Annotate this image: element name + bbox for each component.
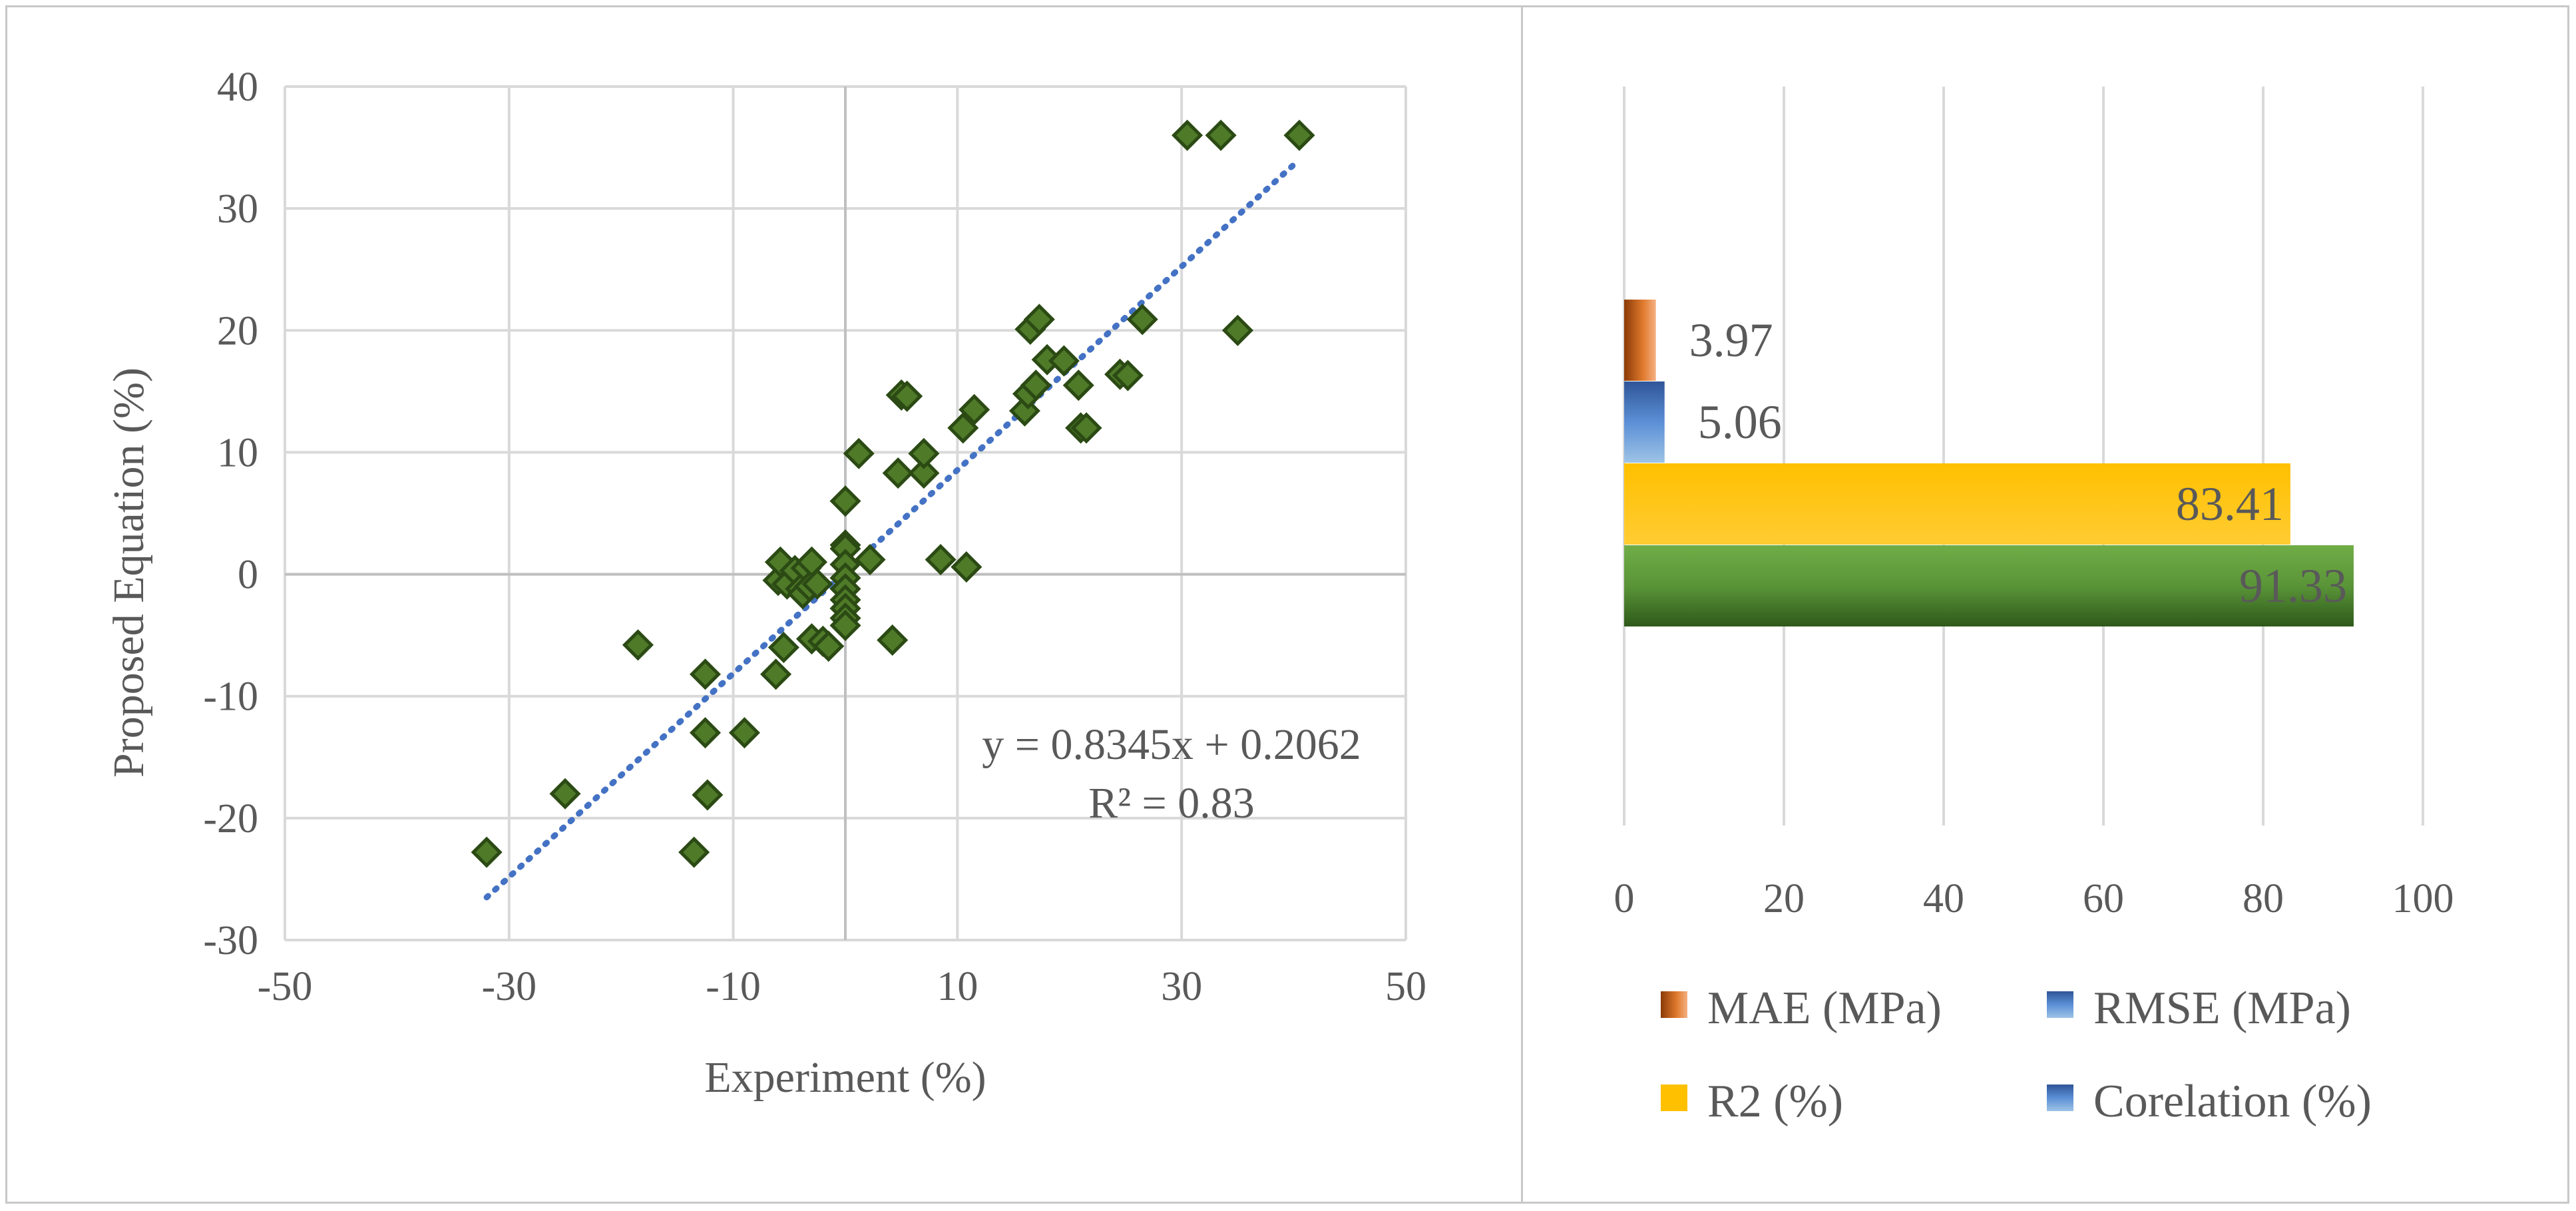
- scatter-point: [882, 457, 914, 489]
- panel-divider: [1521, 5, 1523, 1204]
- figure-frame: [5, 5, 2569, 1204]
- bar-legend: MAE (MPa) RMSE (MPa) R2 (%) Corelation (%): [1661, 983, 2372, 1127]
- scatter-trendline-group: [483, 156, 1303, 901]
- scatter-point: [829, 485, 861, 517]
- scatter-point: [813, 630, 845, 662]
- scatter-y-tick-label: 40: [217, 65, 258, 110]
- scatter-x-tick-label: 50: [1385, 964, 1426, 1009]
- legend-swatch: [2047, 991, 2073, 1018]
- bar-tick-labels: 0 20 40 60 80 100: [1614, 876, 2454, 921]
- scatter-point: [549, 778, 581, 810]
- bar-gridlines: [1623, 87, 2424, 826]
- scatter-point: [877, 624, 909, 656]
- trendline-equation: y = 0.8345x + 0.2062: [982, 720, 1361, 769]
- bar-value-label: 3.97: [1689, 314, 1773, 367]
- scatter-point: [951, 551, 982, 583]
- scatter-point: [843, 437, 875, 469]
- scatter-point: [692, 779, 724, 811]
- scatter-point: [1062, 369, 1094, 401]
- scatter-x-tick-label: -50: [258, 964, 313, 1009]
- bar-2: [1624, 463, 2290, 545]
- scatter-x-tick-label: 10: [937, 964, 978, 1009]
- scatter-point: [760, 658, 792, 690]
- scatter-point: [1172, 119, 1203, 151]
- scatter-point: [689, 717, 722, 749]
- bar-x-tick-label: 80: [2243, 876, 2284, 921]
- scatter-point: [801, 568, 833, 600]
- scatter-point: [767, 631, 799, 663]
- scatter-point: [1205, 119, 1237, 151]
- scatter-point: [891, 380, 923, 412]
- scatter-points: [471, 119, 1315, 868]
- bar-3: [1624, 545, 2354, 626]
- legend-entry-label: Corelation (%): [2093, 1076, 2372, 1127]
- scatter-point: [678, 836, 710, 868]
- scatter-point: [925, 544, 957, 576]
- scatter-y-tick-label: -20: [203, 796, 258, 842]
- bar-chart: 3.97 5.06 83.41 91.33 0 20 40 60 80 100 MAE (MPa…: [1614, 87, 2454, 1127]
- scatter-point: [471, 836, 503, 868]
- scatter-point: [947, 412, 979, 444]
- legend-entry-label: RMSE (MPa): [2093, 983, 2351, 1034]
- scatter-point: [728, 717, 760, 749]
- scatter-y-axis-label: Proposed Equation (%): [105, 367, 153, 778]
- bar-value-label: 5.06: [1698, 395, 1782, 449]
- scatter-point: [959, 393, 990, 425]
- scatter-x-tick-label: -10: [706, 964, 761, 1009]
- scatter-point: [1020, 369, 1052, 401]
- scatter-x-axis-label: Experiment (%): [704, 1053, 986, 1102]
- bar-x-tick-label: 60: [2083, 876, 2124, 921]
- scatter-point: [1112, 360, 1144, 391]
- scatter-point: [1283, 119, 1315, 151]
- scatter-trendline: [483, 156, 1303, 901]
- scatter-y-tick-label: -30: [203, 918, 258, 963]
- trendline-r-squared: R² = 0.83: [1088, 779, 1255, 828]
- scatter-y-tick-label: -10: [203, 674, 258, 720]
- bar-x-tick-label: 0: [1614, 876, 1635, 921]
- scatter-point: [829, 609, 861, 642]
- scatter-x-tick-label: 30: [1161, 964, 1202, 1009]
- bar-x-tick-label: 20: [1763, 876, 1805, 921]
- bar-value-label: 91.33: [2239, 559, 2347, 612]
- scatter-point: [1048, 345, 1080, 377]
- scatter-x-tick-label: -30: [481, 964, 537, 1009]
- scatter-y-tick-label: 0: [238, 553, 258, 598]
- bar-x-tick-label: 100: [2392, 876, 2454, 921]
- scatter-point: [1126, 304, 1158, 336]
- legend-entry-label: R2 (%): [1707, 1076, 1843, 1127]
- bar-x-tick-label: 40: [1923, 876, 1964, 921]
- bar-value-label: 83.41: [2176, 477, 2284, 531]
- scatter-point: [908, 457, 940, 489]
- bar-series: 3.97 5.06 83.41 91.33: [1624, 300, 2354, 626]
- scatter-point: [908, 437, 940, 469]
- legend-entry-label: MAE (MPa): [1707, 983, 1942, 1034]
- bar-0: [1624, 300, 1656, 381]
- legend-swatch: [1661, 1085, 1687, 1111]
- scatter-point: [689, 658, 722, 690]
- bar-1: [1624, 381, 1665, 463]
- scatter-y-tick-label: 30: [217, 186, 258, 232]
- scatter-point: [622, 629, 654, 661]
- scatter-point: [1221, 314, 1253, 346]
- scatter-y-tick-label: 10: [217, 430, 258, 475]
- legend-swatch: [2047, 1085, 2073, 1111]
- scatter-point: [854, 544, 886, 576]
- scatter-point: [1023, 304, 1055, 336]
- scatter-y-tick-label: 20: [217, 308, 258, 354]
- scatter-point: [1070, 412, 1102, 444]
- legend-swatch: [1661, 991, 1687, 1018]
